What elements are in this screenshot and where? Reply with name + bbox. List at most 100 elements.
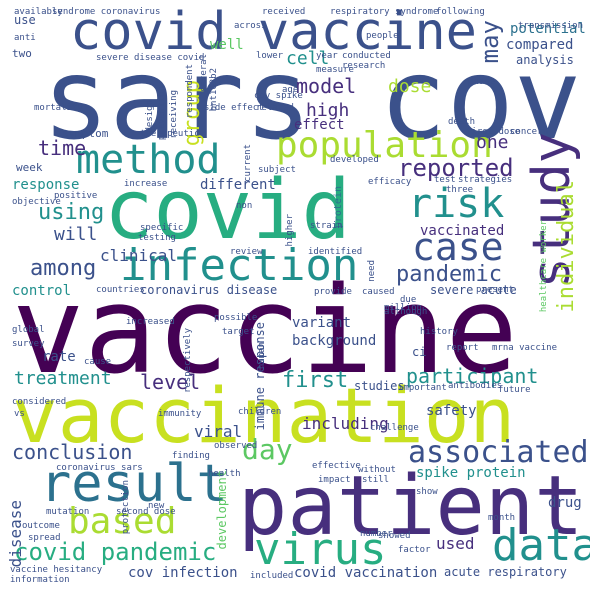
- word-coronavirus-sars: coronavirus sars: [56, 463, 143, 473]
- word-mutation: mutation: [46, 507, 90, 517]
- word-countries: countries: [96, 285, 145, 295]
- word-ci: ci: [412, 345, 427, 359]
- word-individual: individual: [554, 180, 579, 313]
- word-severe: severe: [96, 53, 129, 63]
- word-use: use: [14, 13, 36, 27]
- word-strain: strain: [310, 221, 343, 231]
- word-target: target: [222, 327, 255, 337]
- word-concern: concern: [510, 127, 548, 137]
- word-specific: specific: [140, 223, 184, 233]
- word-history: history: [420, 327, 458, 337]
- word-lower: lower: [256, 51, 284, 61]
- word-risk: risk: [408, 181, 505, 227]
- word-number: number: [360, 529, 393, 539]
- word-clinical: clinical: [100, 246, 178, 265]
- word-patient: patient: [238, 459, 584, 554]
- word-respondent: respondent: [185, 64, 195, 119]
- word-prevention: prevention: [157, 86, 167, 141]
- word-important: important: [398, 383, 447, 393]
- word-developed: developed: [330, 155, 379, 165]
- word-efficacy: efficacy: [368, 177, 412, 187]
- word-health: health: [208, 469, 241, 479]
- word-vs: vs: [14, 409, 25, 419]
- word-cov-spike: cov spike: [254, 91, 303, 101]
- word-spread: spread: [28, 533, 61, 543]
- word-based: based: [68, 501, 177, 542]
- word-current: current: [243, 144, 253, 182]
- word-caused: caused: [362, 287, 395, 297]
- word-symptom: symptom: [62, 127, 109, 140]
- word-covid-vaccine: covid vaccine: [70, 2, 477, 62]
- word-age: age: [282, 85, 299, 95]
- word-respectively: respectively: [183, 328, 193, 394]
- word-using: using: [38, 200, 105, 225]
- word-virus: virus: [254, 524, 387, 575]
- word-considered: considered: [12, 397, 67, 407]
- word-vaccine: vaccine: [12, 262, 518, 401]
- word-three: three: [446, 185, 474, 195]
- word-participant: participant: [406, 364, 539, 388]
- word-dose: dose: [388, 76, 432, 97]
- word-analysis: analysis: [516, 53, 574, 67]
- word-need: need: [367, 260, 377, 282]
- word-disease: disease: [6, 500, 25, 568]
- word-conclusion: conclusion: [12, 440, 133, 464]
- word-data: data: [492, 520, 590, 571]
- word-second-dose: second dose: [116, 507, 176, 517]
- word-measure: measure: [316, 65, 354, 75]
- word-effect: effect: [294, 117, 345, 133]
- word-higher: higher: [285, 214, 295, 247]
- word-future: future: [498, 385, 531, 395]
- word-vaccine-hesitancy: vaccine hesitancy: [10, 565, 103, 575]
- word-two: two: [12, 47, 32, 60]
- word-safety: safety: [426, 403, 477, 419]
- word-received: received: [262, 7, 306, 17]
- word-variant: variant: [292, 315, 352, 331]
- word-well: well: [210, 37, 244, 53]
- word-conducted: conducted: [342, 51, 391, 61]
- word-therapeutic: therapeutic: [140, 129, 200, 139]
- word-healthcare-worker: healthcare worker: [539, 220, 549, 313]
- word-across: across: [234, 21, 267, 31]
- word-high: high: [306, 100, 350, 121]
- word-may: may: [476, 20, 504, 64]
- word-increased: increased: [126, 317, 175, 327]
- word-compared: compared: [506, 37, 574, 53]
- word-people: people: [366, 31, 399, 41]
- word-will: will: [54, 224, 98, 245]
- word-million: million: [384, 303, 422, 313]
- word-potential: potential: [510, 21, 586, 37]
- word-cell: cell: [286, 48, 330, 69]
- word-immunity: immunity: [158, 409, 202, 419]
- word-increase: increase: [124, 179, 168, 189]
- word-objective: objective: [12, 197, 61, 207]
- word-review: review: [230, 247, 263, 257]
- word-still: still: [362, 475, 390, 485]
- word-spike-protein: spike protein: [416, 465, 526, 481]
- word-side-effect: side effect: [204, 103, 264, 113]
- word-year: year: [316, 51, 338, 61]
- word-different: different: [200, 177, 276, 193]
- word-acute-respiratory: acute respiratory: [444, 565, 567, 579]
- word-cause: cause: [84, 357, 112, 367]
- word-used: used: [436, 534, 475, 553]
- word-day: day: [242, 433, 293, 466]
- word-drug: drug: [548, 495, 582, 511]
- word-associated: associated: [408, 435, 589, 470]
- word-testing: testing: [138, 233, 176, 243]
- word-vaccination: vaccination: [12, 371, 516, 460]
- word-mortality: mortality: [34, 103, 83, 113]
- word-impact: impact: [318, 475, 351, 485]
- word-subject: subject: [258, 165, 296, 175]
- word-case: case: [412, 225, 504, 269]
- word-model: model: [296, 74, 357, 98]
- word-level: level: [140, 370, 201, 394]
- word-design: design: [145, 100, 155, 133]
- word-method: method: [76, 137, 221, 183]
- word-development: development: [215, 470, 229, 550]
- word-one: one: [476, 132, 509, 153]
- word-cov-infection: cov infection: [128, 565, 238, 581]
- word-non: non: [236, 201, 253, 211]
- word-positive: positive: [54, 191, 98, 201]
